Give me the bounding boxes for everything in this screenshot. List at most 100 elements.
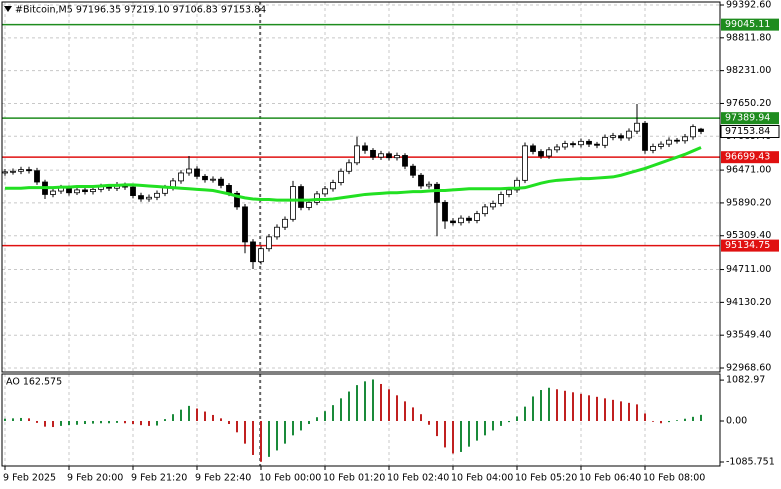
ao-label: AO 162.575 [6,377,62,388]
ao-bar [700,414,702,421]
ao-bar [92,420,94,424]
candle-body [522,145,528,181]
x-tick-label: 10 Feb 02:40 [387,473,449,484]
ao-bar [380,383,382,421]
x-tick-label: 10 Feb 01:20 [323,473,385,484]
ao-bar [468,420,470,447]
ao-bar [156,420,158,426]
candle-body [434,183,440,203]
ao-bar [572,392,574,421]
ao-bar [132,420,134,425]
ao-bar [436,420,438,437]
candle-body [250,241,256,263]
level-label: 99045.11 [725,19,770,30]
candle-body [570,143,576,146]
candle-body [474,213,480,221]
candle-body [626,130,632,139]
x-tick-label: 9 Feb 22:40 [195,473,251,484]
y-tick-label: 1082.97 [726,375,765,386]
candle-body [274,226,280,238]
ao-bar [372,379,374,421]
ao-bar [52,420,54,428]
ao-bar [604,398,606,421]
ao-bar [148,420,150,426]
candle-body [658,143,664,147]
ao-bar [668,420,670,423]
ao-bar [620,401,622,421]
ao-bar [60,420,62,426]
ao-bar [636,404,638,421]
x-tick-label: 9 Feb 20:00 [67,473,123,484]
ao-bar [460,420,462,452]
ao-bar [268,420,270,457]
candle-body [282,218,288,228]
candle-body [682,136,688,142]
candle-body [410,165,416,176]
candle-body [466,217,472,221]
ao-bar [228,420,230,425]
ao-bar [540,390,542,421]
ao-bar [364,381,366,421]
y-tick-label: 98231.00 [726,65,771,76]
ao-frame [1,373,721,467]
candle-body [530,145,536,152]
ao-bar [244,420,246,444]
candle-body [426,183,432,187]
price-label: 97153.84 [725,126,770,137]
x-tick-label: 10 Feb 08:00 [643,473,705,484]
ao-bar [212,414,214,421]
y-tick-label: 97650.20 [726,98,771,109]
y-tick-label: 98811.80 [726,32,771,43]
candle-body [90,188,96,193]
candle-body [586,140,592,145]
y-tick-label: 95890.20 [726,197,771,208]
ao-bar [220,418,222,421]
ao-bar [348,391,350,421]
candle-body [194,168,200,177]
x-tick-label: 9 Feb 2025 [3,473,56,484]
ao-bar [196,408,198,421]
candle-body [290,186,296,220]
y-tick-label: 92968.60 [726,363,771,374]
ao-bar [644,413,646,421]
candle-body [2,171,8,174]
ao-bar [532,396,534,421]
ao-bar [188,405,190,421]
ao-bar [4,418,6,421]
level-label: 95134.75 [725,240,770,251]
candle-body [234,192,240,208]
ao-bar [28,418,30,421]
candle-body [418,174,424,187]
candle-body [578,140,584,146]
ao-bar [308,420,310,425]
candle-body [258,248,264,263]
candle-body [402,155,408,167]
level-tag [721,18,779,31]
y-tick-label: 0.00 [726,415,747,426]
candle-body [650,146,656,151]
candle-body [634,122,640,132]
candle-body [322,188,328,195]
ao-bar [76,420,78,425]
candle-body [490,203,496,208]
ao-bar [12,418,14,421]
ao-bar [676,420,678,421]
ao-bar [596,396,598,421]
ao-bar [252,420,254,455]
candle-body [130,186,136,196]
ao-bar [628,402,630,421]
ao-bar [300,420,302,431]
level-tag [721,112,779,125]
ao-bar [420,414,422,421]
candle-body [50,190,56,195]
ao-bar [332,405,334,421]
ao-bar [588,395,590,421]
x-tick-label: 10 Feb 05:20 [515,473,577,484]
level-tag [721,239,779,252]
candle-body [666,139,672,145]
ao-bar [476,420,478,441]
ao-bar [684,418,686,421]
candle-body [18,169,24,172]
candle-body [154,192,160,198]
